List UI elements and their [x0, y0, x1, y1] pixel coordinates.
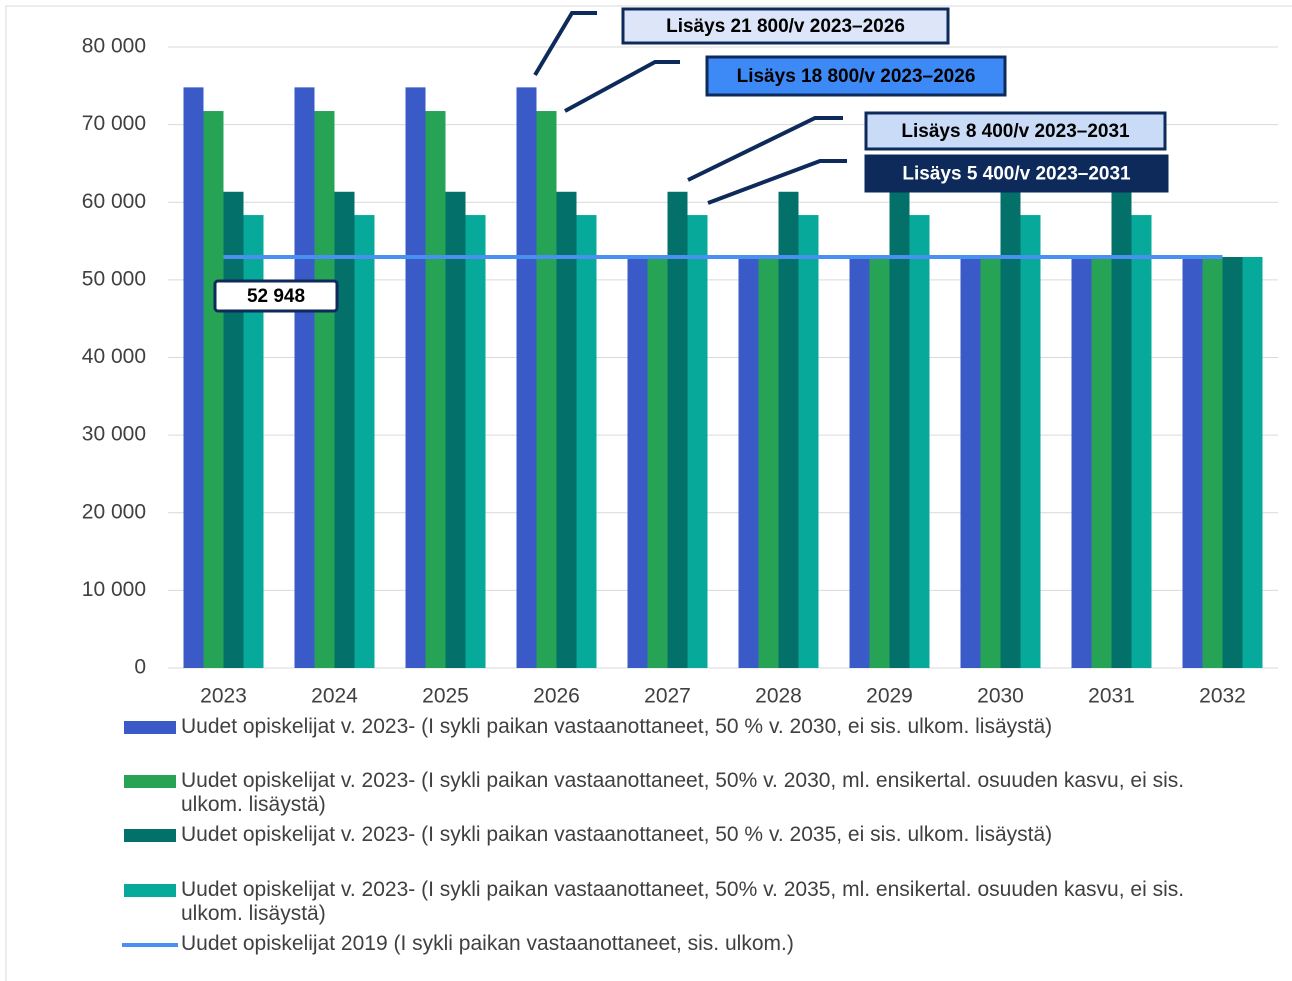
bar [576, 215, 597, 669]
bar [738, 256, 759, 668]
annotation-box [864, 154, 1169, 193]
y-tick-label: 0 [134, 656, 146, 679]
bar [516, 87, 537, 669]
bar [1071, 256, 1092, 668]
x-tick-label: 2023 [200, 685, 247, 708]
x-tick-label: 2024 [311, 685, 358, 708]
bar [1020, 215, 1041, 669]
legend-swatch [124, 775, 176, 788]
legend-swatch [124, 829, 176, 842]
y-tick-label: 20 000 [82, 500, 146, 523]
bar [758, 256, 779, 668]
leader-line [564, 60, 680, 113]
bar [647, 256, 668, 668]
leader-line [533, 11, 597, 77]
annotation: Lisäys 18 800/v 2023–2026 [737, 66, 976, 87]
bar [1091, 256, 1112, 668]
annotation-box [621, 7, 950, 45]
legend-label: Uudet opiskelijat v. 2023- (I sykli paik… [181, 823, 1053, 846]
bar [1222, 256, 1243, 668]
bar [798, 215, 819, 669]
annotation: Lisäys 8 400/v 2023–2031 [901, 121, 1130, 142]
bar [1000, 191, 1021, 668]
legend-label: Uudet opiskelijat v. 2023- (I sykli paik… [181, 715, 1053, 738]
bar [869, 256, 890, 668]
bar [909, 215, 930, 669]
data-label-box [213, 279, 339, 313]
x-tick-label: 2025 [422, 685, 469, 708]
bar [960, 256, 981, 668]
x-tick-label: 2026 [533, 685, 580, 708]
bar [980, 256, 1001, 668]
y-tick-label: 50 000 [82, 267, 146, 290]
legend-label: Uudet opiskelijat v. 2023- (I sykli paik… [181, 769, 1185, 816]
y-tick-label: 10 000 [82, 578, 146, 601]
bar [243, 215, 264, 669]
data-label: 52 948 [247, 286, 305, 307]
y-tick-label: 60 000 [82, 190, 146, 213]
bar [223, 191, 244, 668]
x-tick-label: 2030 [977, 685, 1024, 708]
annotation: Lisäys 5 400/v 2023–2031 [902, 164, 1131, 185]
bar [849, 256, 870, 668]
bar [1242, 256, 1263, 668]
bar [203, 111, 224, 668]
annotation: Lisäys 21 800/v 2023–2026 [666, 16, 905, 37]
bar [405, 87, 426, 669]
bar [425, 111, 446, 668]
annotation-box [705, 55, 1007, 97]
y-tick-label: 70 000 [82, 112, 146, 135]
y-tick-label: 30 000 [82, 423, 146, 446]
bar [556, 191, 577, 668]
bar [314, 111, 335, 668]
bar [627, 256, 648, 668]
x-tick-label: 2031 [1088, 685, 1135, 708]
bar [536, 111, 557, 668]
bar [667, 191, 688, 668]
y-tick-label: 40 000 [82, 345, 146, 368]
legend-label: Uudet opiskelijat v. 2023- (I sykli paik… [181, 878, 1185, 925]
legend-swatch [124, 884, 176, 897]
bar [465, 215, 486, 669]
x-tick-label: 2027 [644, 685, 691, 708]
legend-label: Uudet opiskelijat 2019 (I sykli paikan v… [181, 932, 794, 955]
bar [1202, 256, 1223, 668]
bar [445, 191, 466, 668]
legend-swatch [122, 943, 178, 947]
bar [1111, 191, 1132, 668]
bar [687, 215, 708, 669]
bar [1182, 256, 1203, 668]
legend-swatch [124, 721, 176, 734]
leader-line [687, 116, 843, 182]
bar [334, 191, 355, 668]
annotation-box [864, 111, 1167, 151]
leader-line [707, 159, 847, 205]
x-tick-label: 2032 [1199, 685, 1246, 708]
x-tick-label: 2029 [866, 685, 913, 708]
y-tick-label: 80 000 [82, 35, 146, 58]
bar [778, 191, 799, 668]
x-tick-label: 2028 [755, 685, 802, 708]
bar [1131, 215, 1152, 669]
bar [889, 191, 910, 668]
bar [354, 215, 375, 669]
bar [183, 87, 204, 669]
frame [5, 5, 1292, 981]
bar [294, 87, 315, 669]
